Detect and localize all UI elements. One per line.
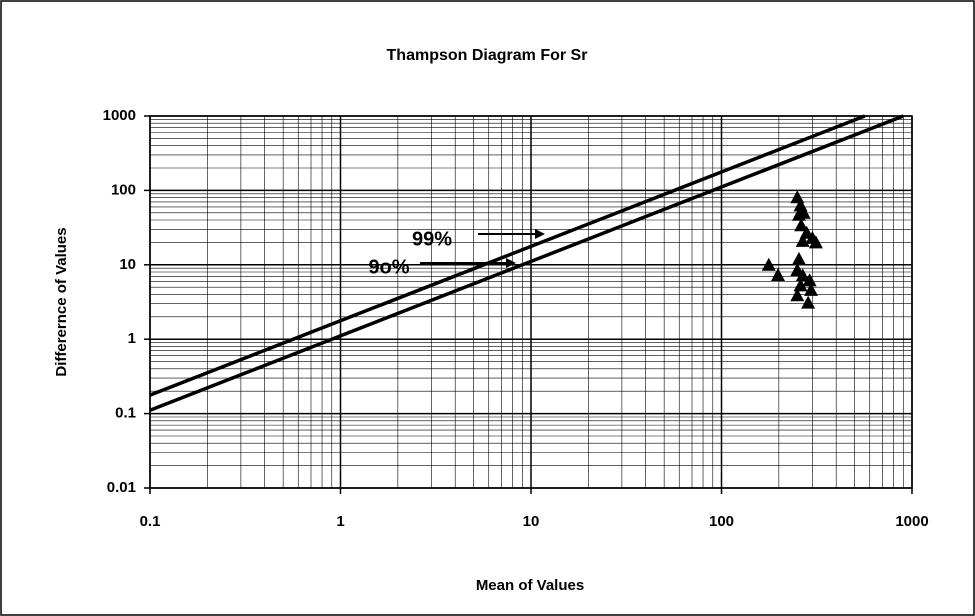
x-tick-label: 100: [709, 513, 734, 530]
annotation: 9o%: [368, 256, 409, 278]
point: [801, 295, 816, 309]
y-tick-label: 0.01: [107, 479, 136, 496]
chart-title: Thampson Diagram For Sr: [387, 47, 588, 64]
point: [796, 205, 811, 219]
grid: [149, 115, 913, 489]
reference-line: [149, 114, 904, 412]
annotation: 99%: [412, 228, 452, 250]
y-axis-label: Differernce of Values: [53, 227, 70, 376]
y-tick-label: 0.1: [115, 405, 136, 422]
y-tick-label: 100: [111, 181, 136, 198]
x-tick-label: 10: [523, 513, 540, 530]
point: [790, 288, 805, 302]
point: [802, 273, 817, 287]
point: [794, 218, 809, 232]
point: [795, 268, 810, 282]
point: [808, 235, 823, 249]
y-tick-label: 10: [119, 256, 136, 273]
x-tick-label: 1: [336, 513, 344, 530]
point: [791, 251, 806, 265]
arrow-head: [535, 229, 545, 239]
point: [761, 257, 776, 271]
y-tick-label: 1000: [103, 107, 136, 124]
x-axis-label: Mean of Values: [476, 577, 584, 594]
marks: [149, 114, 904, 412]
point: [793, 278, 808, 292]
x-tick-label: 1000: [895, 513, 928, 530]
reference-line: [149, 114, 866, 397]
point: [804, 282, 819, 296]
point: [771, 267, 786, 281]
plot-border: [149, 115, 913, 489]
arrow-head: [506, 258, 516, 268]
y-tick-label: 1: [128, 330, 136, 347]
x-tick-label: 0.1: [140, 513, 161, 530]
